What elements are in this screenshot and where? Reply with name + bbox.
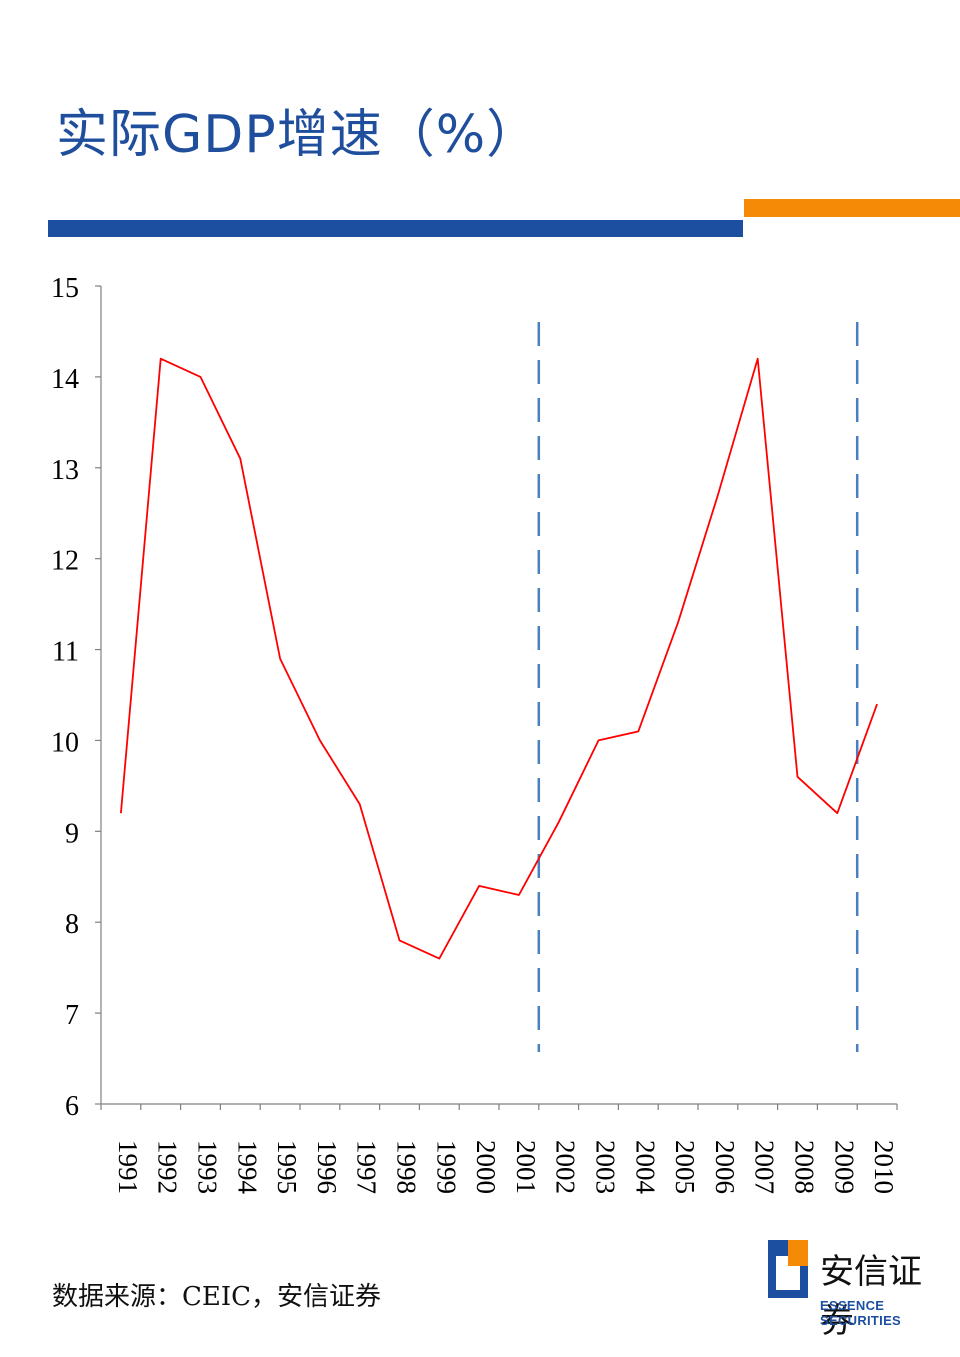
gdp-growth-series-line [120,357,878,960]
logo-chinese-name: 安信证券 [820,1252,922,1341]
x-tick-label: 1996 [312,1140,342,1194]
x-tick-label: 2000 [471,1140,501,1194]
x-tick-label: 2007 [750,1140,780,1194]
x-tick-label: 2010 [869,1140,899,1194]
x-tick-label: 2008 [790,1140,820,1194]
page-title: 实际GDP增速（%） [56,105,540,165]
x-tick-label: 1995 [272,1140,302,1194]
x-tick-label: 2003 [591,1140,621,1194]
y-tick-label: 13 [51,455,79,486]
x-tick-label: 2009 [829,1140,859,1194]
y-tick-label: 9 [65,818,79,849]
y-tick-label: 6 [65,1091,79,1122]
y-tick-label: 12 [51,546,79,577]
company-logo: 安信证券 ESSENCE SECURITIES [768,1238,938,1341]
y-tick-label: 8 [65,909,79,940]
y-tick-label: 11 [52,637,79,668]
gdp-growth-line-chart: 6 7 8 9 10 11 12 13 14 15 1991 1992 1993 1994 1995 1996… [51,273,899,1195]
x-tick-label: 1998 [392,1140,422,1194]
essence-logo-icon [768,1240,808,1298]
x-tick-label: 2006 [710,1140,740,1194]
title-underline-blue [48,220,743,237]
y-tick-label: 10 [51,727,79,758]
x-tick-label: 2005 [670,1140,700,1194]
y-tick-label: 14 [51,364,79,395]
source-note: 数据来源：CEIC，安信证券 [52,1282,382,1312]
x-tick-label: 1991 [113,1140,143,1194]
x-tick-label: 1993 [193,1140,223,1194]
x-tick-label: 1997 [352,1140,382,1194]
title-underline-orange [744,199,960,217]
x-tick-label: 1992 [153,1140,183,1194]
y-tick-label: 7 [65,1000,79,1031]
logo-english-name: ESSENCE SECURITIES [820,1298,902,1328]
x-tick-label: 1994 [232,1140,262,1195]
x-tick-label: 1999 [431,1140,461,1194]
y-tick-label: 15 [51,273,79,304]
x-tick-label: 2002 [551,1140,581,1194]
x-tick-label: 2001 [511,1140,541,1194]
x-tick-label: 2004 [630,1140,660,1195]
